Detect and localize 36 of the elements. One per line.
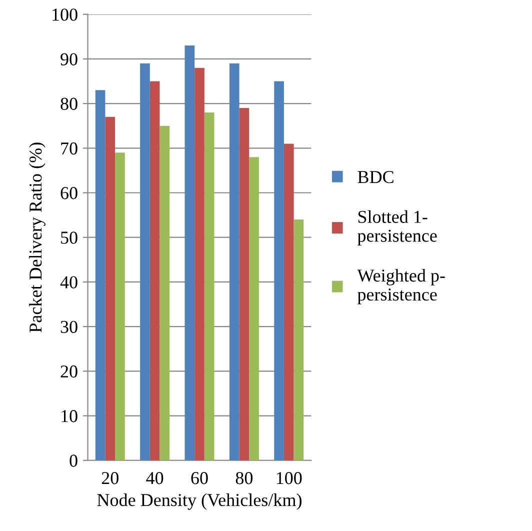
- y-tick-label: 70: [61, 142, 78, 155]
- bar: [184, 46, 195, 460]
- y-tick-label: 80: [60, 98, 78, 110]
- y-tick-label: 0: [70, 454, 78, 467]
- bar: [194, 68, 204, 460]
- bar: [150, 81, 160, 460]
- y-axis-title: Packet Delivery Ratio (%): [28, 142, 46, 332]
- bar: [249, 157, 259, 460]
- y-tick-label: 100: [52, 8, 78, 21]
- y-tick-label: 50: [61, 232, 78, 244]
- legend-label: Weighted p- persistence: [357, 268, 445, 304]
- bar: [95, 90, 106, 460]
- bar: [105, 116, 116, 460]
- x-tick-label: 20: [102, 472, 118, 484]
- y-tick-label: 40: [60, 276, 78, 288]
- bar: [294, 220, 304, 460]
- y-tick-label: 90: [60, 53, 78, 66]
- bar: [115, 152, 125, 460]
- legend-label: BDC: [358, 170, 394, 184]
- bar: [160, 126, 170, 460]
- legend-label: Slotted 1- persistence: [358, 210, 437, 246]
- x-tick-label: 80: [236, 472, 253, 484]
- bar: [284, 144, 294, 460]
- y-tick-label: 30: [60, 320, 78, 334]
- x-axis-title: Node Density (Vehicles/km): [97, 493, 302, 510]
- bar: [204, 112, 214, 460]
- bar: [140, 63, 150, 460]
- y-tick-label: 60: [60, 187, 78, 200]
- x-tick-label: 100: [276, 472, 302, 484]
- bar: [239, 108, 250, 460]
- x-tick-label: 60: [191, 472, 208, 484]
- y-tick-label: 20: [60, 365, 78, 378]
- bar: [274, 81, 284, 460]
- y-tick-label: 10: [62, 410, 78, 422]
- x-tick-label: 40: [146, 472, 164, 484]
- bar: [229, 63, 240, 460]
